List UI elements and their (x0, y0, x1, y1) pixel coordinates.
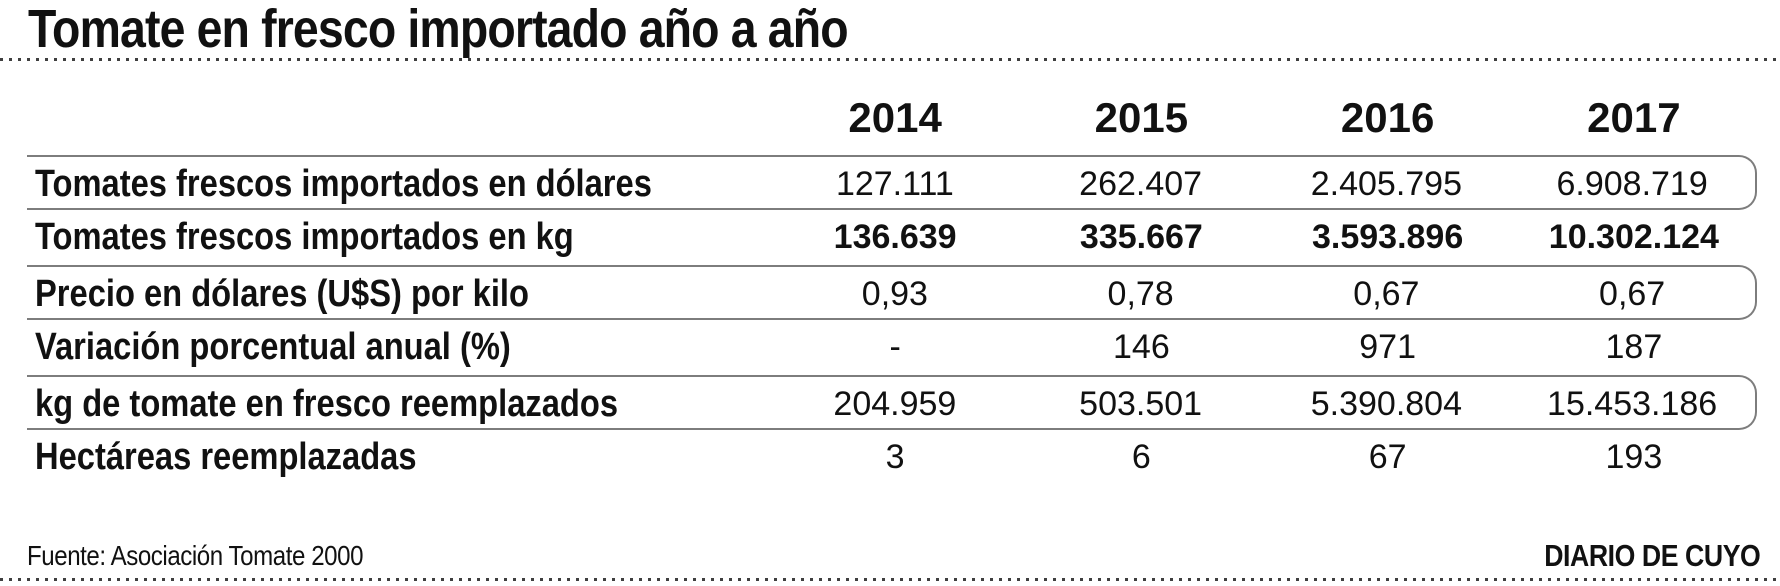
import-data-table: 2014 2015 2016 2017 Tomates frescos impo… (27, 80, 1757, 485)
cell-value: 0,93 (861, 275, 928, 313)
cell-value: 0,78 (1107, 275, 1174, 313)
page-title-text: Tomate en fresco importado año a año (28, 0, 849, 59)
year-column-header: 2014 (848, 93, 942, 141)
cell-value: 335.667 (1079, 218, 1203, 256)
row-label: Hectáreas reemplazadas (35, 436, 417, 478)
cell-value: 3 (885, 438, 905, 476)
cell-value: 971 (1359, 328, 1416, 366)
cell-value: 262.407 (1079, 165, 1203, 203)
credit-text: DIARIO DE CUYO (1543, 538, 1761, 573)
cell-value: 187 (1605, 328, 1663, 366)
cell-value: 15.453.186 (1547, 385, 1718, 423)
row-label: Precio en dólares (U$S) por kilo (35, 273, 529, 315)
cell-value: 204.959 (833, 385, 957, 423)
cell-value: 136.639 (833, 218, 957, 256)
table-row: kg de tomate en fresco reemplazados 204.… (27, 375, 1757, 430)
page-title: Tomate en fresco importado año a año (28, 0, 981, 58)
table-header-row: 2014 2015 2016 2017 (27, 80, 1757, 155)
bottom-dotted-divider (0, 578, 1780, 581)
year-column-header: 2017 (1587, 93, 1681, 141)
cell-value: 127.111 (835, 165, 954, 203)
cell-value: 0,67 (1599, 275, 1666, 313)
table-row: Precio en dólares (U$S) por kilo 0,93 0,… (27, 265, 1757, 320)
cell-value: - (889, 328, 901, 366)
table-row: Tomates frescos importados en kg 136.639… (27, 210, 1757, 265)
cell-value: 6.908.719 (1556, 165, 1708, 203)
cell-value: 3.593.896 (1311, 218, 1464, 256)
cell-value: 10.302.124 (1548, 218, 1719, 256)
cell-value: 6 (1131, 438, 1151, 476)
cell-value: 503.501 (1079, 385, 1203, 423)
table-row: Tomates frescos importados en dólares 12… (27, 155, 1757, 210)
cell-value: 146 (1113, 328, 1170, 366)
row-label: Variación porcentual anual (%) (35, 326, 511, 368)
top-dotted-divider (0, 58, 1780, 61)
table-row: Hectáreas reemplazadas 3 6 67 193 (27, 430, 1757, 485)
table-row: Variación porcentual anual (%) - 146 971… (27, 320, 1757, 375)
row-label: kg de tomate en fresco reemplazados (35, 383, 618, 425)
year-column-header: 2015 (1094, 93, 1189, 141)
row-label: Tomates frescos importados en dólares (35, 163, 652, 205)
year-column-header: 2016 (1340, 93, 1435, 141)
cell-value: 67 (1368, 438, 1407, 476)
row-label: Tomates frescos importados en kg (35, 216, 574, 258)
cell-value: 2.405.795 (1310, 165, 1462, 203)
cell-value: 5.390.804 (1310, 385, 1462, 423)
cell-value: 193 (1605, 438, 1663, 476)
cell-value: 0,67 (1353, 275, 1420, 313)
source-text: Fuente: Asociación Tomate 2000 (27, 540, 364, 571)
